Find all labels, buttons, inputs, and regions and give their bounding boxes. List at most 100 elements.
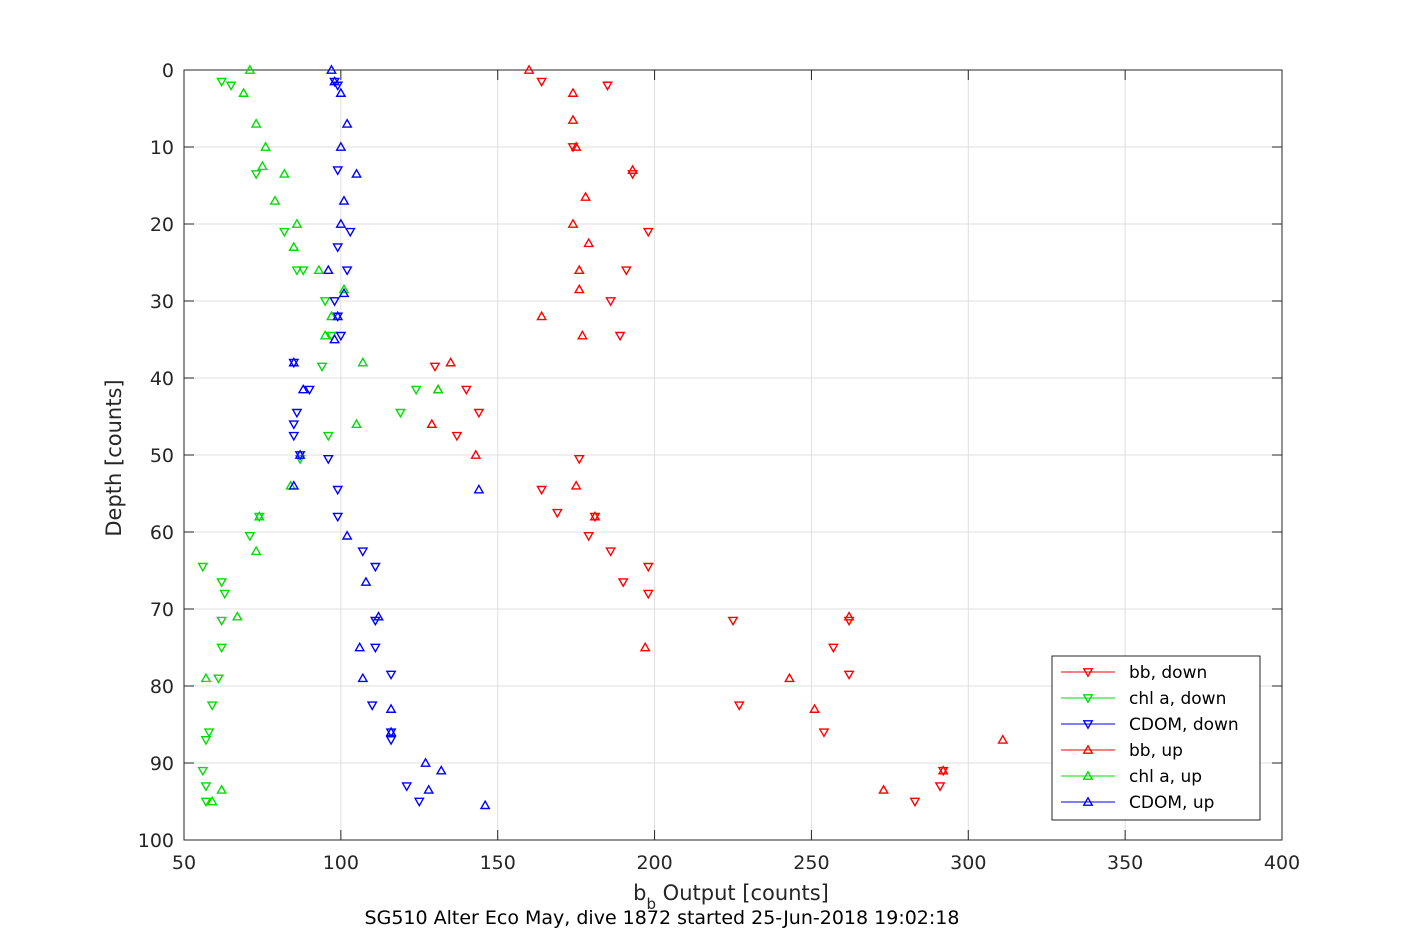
data-point — [580, 191, 591, 201]
data-point — [351, 418, 362, 429]
data-point — [288, 241, 300, 251]
data-point — [329, 297, 340, 307]
legend: bb, down chl a, down CDOM, down bb, up chl a… — [1051, 655, 1261, 821]
legend-label: CDOM, down — [1129, 715, 1239, 735]
data-point — [843, 611, 855, 621]
data-point — [278, 168, 290, 178]
legend-marker — [1082, 720, 1094, 730]
data-point — [573, 264, 585, 275]
data-point — [385, 670, 397, 681]
y-tick-label: 80 — [150, 676, 174, 698]
data-point — [203, 728, 215, 738]
data-point — [567, 114, 579, 124]
data-point — [727, 616, 739, 627]
data-point — [319, 330, 331, 340]
data-point — [250, 545, 262, 556]
data-point — [288, 431, 300, 442]
data-point — [304, 385, 315, 396]
legend-label: CDOM, up — [1129, 793, 1214, 813]
data-point — [216, 77, 228, 88]
data-point — [573, 283, 585, 294]
data-point — [335, 141, 347, 151]
data-point — [291, 408, 303, 419]
data-point — [369, 643, 381, 654]
x-tick-label: 400 — [1264, 852, 1300, 874]
y-tick-label: 30 — [150, 291, 174, 313]
data-point — [366, 701, 378, 711]
data-point — [818, 728, 830, 738]
data-point — [338, 283, 350, 294]
data-point — [200, 797, 212, 808]
legend-marker — [1082, 694, 1094, 704]
data-point — [523, 64, 535, 74]
data-point — [536, 77, 548, 88]
data-point — [642, 589, 654, 600]
x-axis-title-main: b — [633, 881, 646, 905]
data-point — [843, 616, 855, 627]
data-point — [473, 408, 485, 419]
data-point — [200, 782, 212, 792]
data-point — [297, 266, 309, 276]
y-tick-label: 50 — [150, 445, 174, 467]
data-point — [219, 589, 231, 600]
data-point — [373, 611, 384, 621]
data-point — [395, 408, 406, 419]
y-tick-label: 90 — [150, 753, 174, 775]
data-point — [423, 784, 435, 794]
data-point — [344, 227, 356, 238]
data-point — [225, 81, 237, 92]
data-point — [322, 455, 334, 465]
data-point — [369, 562, 381, 573]
series-1 — [197, 77, 422, 808]
data-point — [322, 264, 334, 275]
data-point — [413, 797, 425, 808]
data-point — [206, 701, 218, 711]
data-point — [197, 562, 209, 573]
y-tick-label: 100 — [138, 830, 174, 852]
x-tick-label: 150 — [480, 852, 516, 874]
data-point — [567, 143, 579, 153]
series-4 — [200, 64, 444, 806]
x-axis-title-subscript: b — [646, 895, 656, 913]
data-point — [250, 118, 262, 128]
y-tick-label: 20 — [150, 214, 174, 236]
data-point — [567, 87, 579, 97]
data-point — [200, 736, 212, 746]
data-point — [385, 736, 397, 746]
data-point — [620, 266, 632, 276]
legend-box — [1051, 655, 1261, 821]
data-point — [784, 672, 795, 683]
data-point — [357, 672, 369, 683]
data-point — [401, 782, 413, 792]
data-point — [909, 797, 921, 808]
data-point — [536, 485, 548, 496]
data-point — [429, 362, 441, 373]
data-point — [257, 160, 268, 171]
data-point — [351, 168, 362, 178]
legend-label: bb, down — [1129, 663, 1207, 683]
x-tick-label: 350 — [1107, 852, 1143, 874]
data-point — [313, 264, 325, 275]
data-point — [338, 287, 350, 298]
x-tick-label: 250 — [793, 852, 829, 874]
data-point — [470, 449, 482, 459]
data-point — [435, 765, 447, 775]
y-tick-label: 0 — [162, 60, 174, 82]
data-point — [278, 227, 290, 238]
data-point — [329, 75, 340, 86]
figure-caption: SG510 Alter Eco May, dive 1872 started 2… — [365, 907, 960, 929]
data-point — [605, 547, 617, 557]
data-point — [642, 562, 654, 573]
data-point — [426, 418, 438, 429]
data-point — [473, 484, 485, 494]
data-point — [326, 64, 337, 74]
data-point — [316, 362, 328, 373]
data-point — [570, 141, 582, 151]
data-point — [445, 356, 457, 367]
data-point — [216, 616, 228, 627]
data-point — [244, 532, 256, 542]
data-point — [934, 782, 946, 792]
x-axis-title: bb Output [counts] — [633, 881, 829, 913]
data-point — [577, 330, 588, 340]
data-point — [338, 195, 350, 205]
